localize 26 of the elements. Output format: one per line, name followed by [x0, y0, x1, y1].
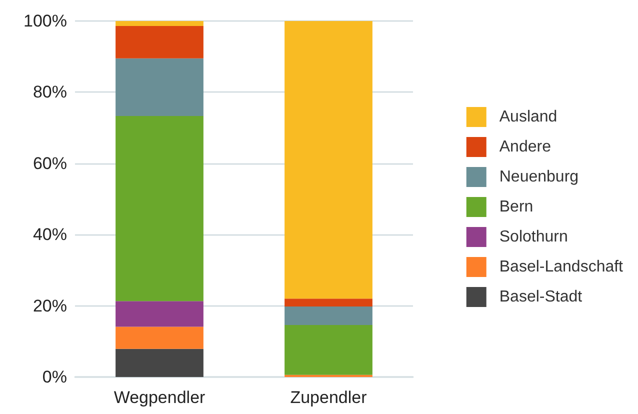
legend-label: Andere — [499, 138, 552, 156]
bar — [116, 348, 204, 377]
bar — [116, 116, 204, 302]
bar — [116, 301, 204, 327]
legend-label: Ausland — [499, 108, 558, 126]
legend-label: Neuenburg — [499, 168, 579, 186]
bar — [284, 306, 372, 326]
x-tick-label: Zupendler — [290, 388, 368, 407]
legend-label: Basel-Landschaft — [499, 258, 624, 276]
bar — [116, 26, 204, 58]
x-tick-label: Wegpendler — [114, 388, 206, 407]
bar — [116, 326, 204, 349]
bar — [116, 21, 204, 26]
bar — [284, 325, 372, 375]
y-tick-label: 20% — [32, 296, 67, 316]
y-tick-label: 100% — [24, 12, 67, 30]
y-tick-label: 40% — [32, 225, 67, 244]
legend-label: Basel-Stadt — [499, 288, 583, 306]
y-tick-label: 80% — [32, 82, 67, 102]
bar — [116, 58, 204, 116]
y-tick-label: 0% — [42, 368, 67, 386]
legend-label: Solothurn — [499, 228, 568, 246]
y-tick-label: 60% — [32, 154, 67, 173]
bar — [284, 21, 372, 299]
bar — [284, 298, 372, 307]
legend-label: Bern — [499, 198, 534, 216]
